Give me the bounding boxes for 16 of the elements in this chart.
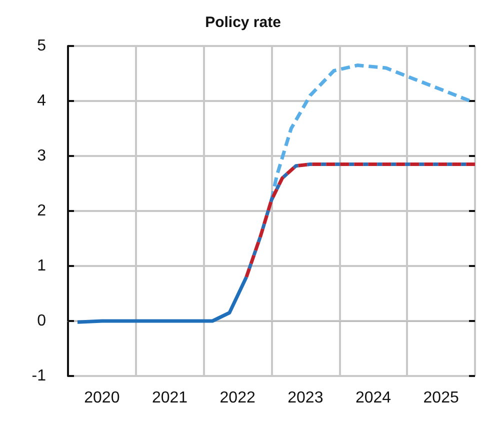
y-tick-label: -1 bbox=[32, 368, 46, 384]
x-tick-label: 2023 bbox=[288, 390, 324, 406]
x-tick-label: 2025 bbox=[423, 390, 459, 406]
chart-title: Policy rate bbox=[205, 14, 281, 31]
x-tick-label: 2021 bbox=[152, 390, 188, 406]
line-series bbox=[244, 162, 477, 279]
x-tick-label: 2022 bbox=[220, 390, 256, 406]
y-tick-label: 2 bbox=[37, 202, 46, 220]
y-tick-label: 0 bbox=[37, 312, 46, 330]
x-tick-label: 2020 bbox=[84, 390, 120, 406]
y-tick-label: 3 bbox=[37, 148, 46, 164]
line-series bbox=[76, 275, 248, 324]
y-tick-label: 5 bbox=[37, 38, 46, 54]
y-tick-label: 1 bbox=[37, 258, 46, 274]
x-tick-label: 2024 bbox=[355, 390, 392, 406]
y-tick-label: 4 bbox=[37, 92, 46, 110]
